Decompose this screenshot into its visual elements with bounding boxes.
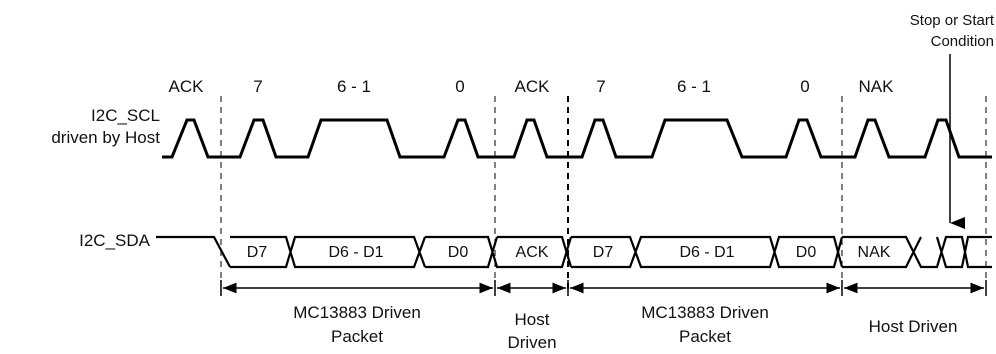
sda-waveform <box>156 235 992 269</box>
callout-line2: Condition <box>931 33 994 50</box>
span-label-host-2: Host Driven <box>869 317 958 336</box>
span-label-packet-1-line1: MC13883 Driven <box>293 303 421 322</box>
sda-field-d0-1: D0 <box>448 244 469 261</box>
bit-label-0-1: 0 <box>455 77 464 96</box>
span-label-packet-2-line1: MC13883 Driven <box>641 303 769 322</box>
sda-field-d7-2: D7 <box>593 244 614 261</box>
span-label-packet-1-line2: Packet <box>331 327 383 346</box>
sda-field-ack: ACK <box>516 244 549 261</box>
bit-label-7-1: 7 <box>253 77 262 96</box>
span-label-packet-2-line2: Packet <box>679 327 731 346</box>
sda-label: I2C_SDA <box>79 231 151 250</box>
sda-field-d7-1: D7 <box>247 244 268 261</box>
callout-line1: Stop or Start <box>910 12 995 29</box>
bit-label-6-1-second: 6 - 1 <box>677 77 711 96</box>
bit-label-ack-2: ACK <box>515 77 551 96</box>
span-label-host-1-line1: Host <box>515 310 550 329</box>
bit-label-6-1-first: 6 - 1 <box>337 77 371 96</box>
bit-label-0-2: 0 <box>800 77 809 96</box>
sda-field-d6-d1-2: D6 - D1 <box>679 244 734 261</box>
bit-label-7-2: 7 <box>596 77 605 96</box>
bit-label-nak: NAK <box>859 77 895 96</box>
sda-field-nak: NAK <box>858 244 891 261</box>
bit-label-ack-1: ACK <box>169 77 205 96</box>
sda-field-d6-d1-1: D6 - D1 <box>328 244 383 261</box>
scl-label-line2: driven by Host <box>51 128 160 147</box>
scl-waveform <box>162 118 992 159</box>
span-label-host-1-line2: Driven <box>507 333 556 352</box>
sda-field-d0-2: D0 <box>796 244 817 261</box>
scl-label-line1: I2C_SCL <box>91 106 160 125</box>
